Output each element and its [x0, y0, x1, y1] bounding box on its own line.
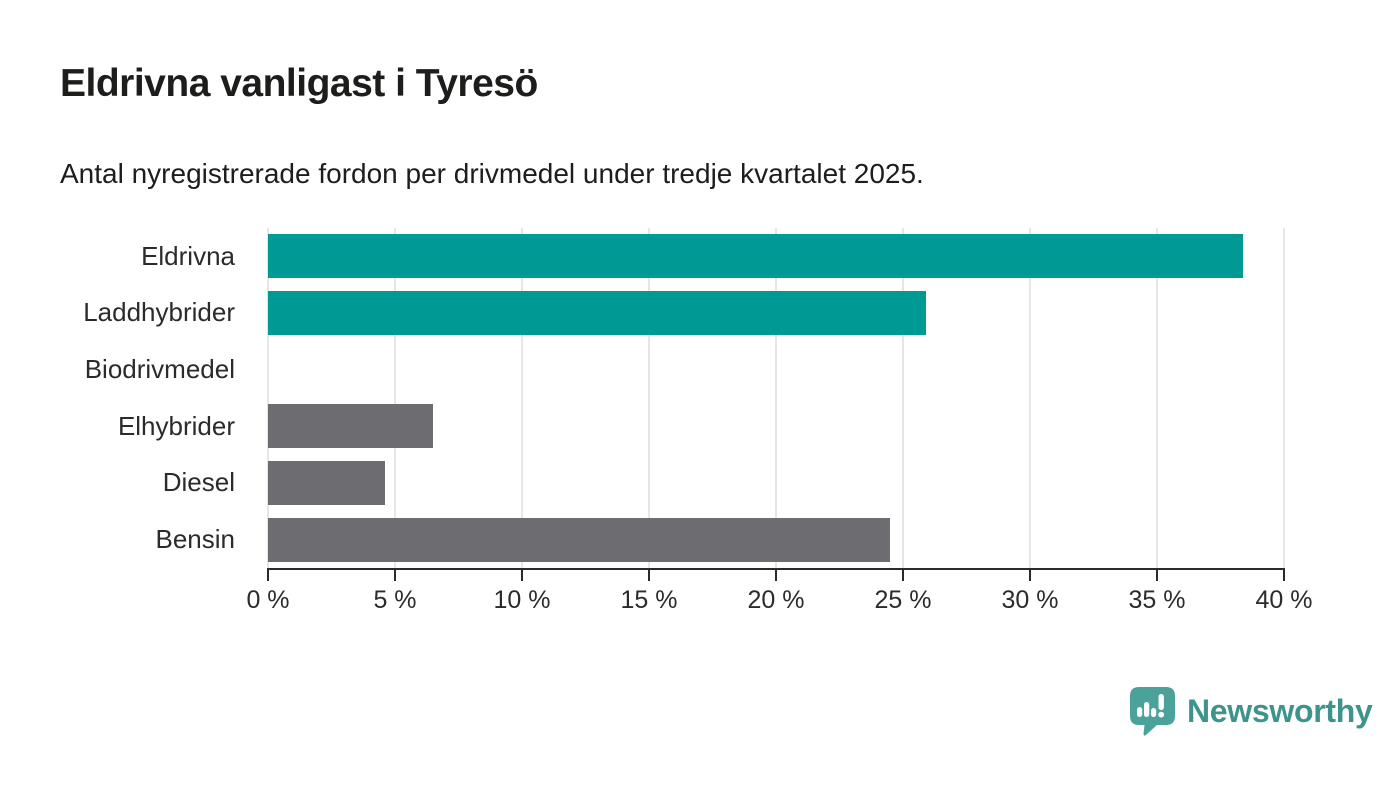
category-label-diesel: Diesel [162, 467, 235, 498]
x-tick-0 [267, 568, 269, 581]
bar-diesel [268, 461, 385, 505]
category-label-elhybrider: Elhybrider [117, 410, 235, 441]
x-tick-label-20: 20 % [747, 586, 805, 614]
bar-bensin [268, 517, 891, 562]
bar-chart-pin-icon [1130, 687, 1175, 736]
chart-title: Eldrivna vanligast i Tyresö [60, 62, 538, 105]
x-tick-label-0: 0 % [246, 586, 290, 614]
bar-chart-plot-area: 0 % 5 % 10 % 15 % 20 % 25 % 30 % 35 % 40 % [246, 228, 1312, 614]
x-tick-label-10: 10 % [493, 586, 551, 614]
x-tick-35 [1156, 568, 1158, 581]
gridline-35 [1156, 228, 1158, 568]
x-tick-15 [648, 568, 650, 581]
category-label-biodrivmedel: Biodrivmedel [84, 354, 235, 385]
x-tick-20 [775, 568, 777, 581]
x-tick-label-30: 30 % [1001, 586, 1059, 614]
gridline-10 [521, 228, 523, 568]
bar-eldrivna [268, 234, 1244, 279]
gridline-0 [267, 228, 269, 568]
x-tick-40 [1283, 568, 1285, 581]
gridline-30 [1029, 228, 1031, 568]
newsworthy-logo: Newsworthy [1129, 686, 1373, 737]
bar-elhybrider [268, 404, 434, 449]
gridline-20 [775, 228, 777, 568]
x-tick-5 [394, 568, 396, 581]
x-tick-label-15: 15 % [620, 586, 678, 614]
gridline-15 [648, 228, 650, 568]
gridline-25 [902, 228, 904, 568]
x-tick-25 [902, 568, 904, 581]
gridline-5 [394, 228, 396, 568]
logo-text: Newsworthy [1187, 693, 1373, 729]
bar-laddhybrider [268, 291, 926, 335]
category-label-laddhybrider: Laddhybrider [83, 297, 235, 328]
category-label-eldrivna: Eldrivna [141, 240, 235, 271]
x-tick-label-25: 25 % [874, 586, 932, 614]
x-tick-10 [521, 568, 523, 581]
chart-subtitle: Antal nyregistrerade fordon per drivmede… [60, 158, 924, 189]
x-tick-label-5: 5 % [373, 586, 417, 614]
category-label-bensin: Bensin [155, 524, 236, 555]
x-tick-label-40: 40 % [1255, 586, 1313, 614]
x-tick-30 [1029, 568, 1031, 581]
x-tick-label-35: 35 % [1128, 586, 1186, 614]
gridline-40 [1283, 228, 1285, 568]
